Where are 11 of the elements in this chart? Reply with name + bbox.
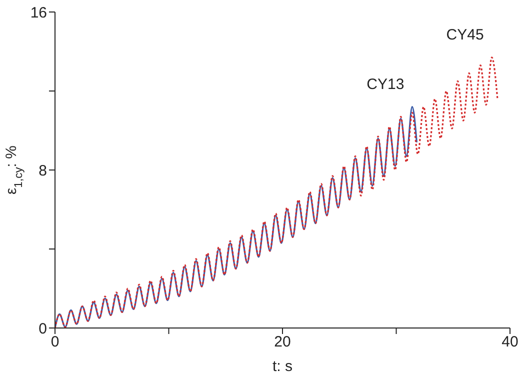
y-tick-label: 16 (30, 4, 47, 22)
x-axis-title: t: s (272, 358, 293, 375)
series-label: CY45 (446, 26, 484, 44)
line-series (55, 106, 418, 328)
line-series (55, 56, 498, 328)
x-tick-label: 40 (502, 334, 518, 351)
series-label: CY13 (366, 76, 404, 93)
x-tick-label: 0 (50, 334, 60, 351)
x-tick-label: 20 (274, 334, 291, 351)
y-tick-label: 0 (38, 320, 47, 338)
y-tick-label: 8 (38, 162, 47, 180)
